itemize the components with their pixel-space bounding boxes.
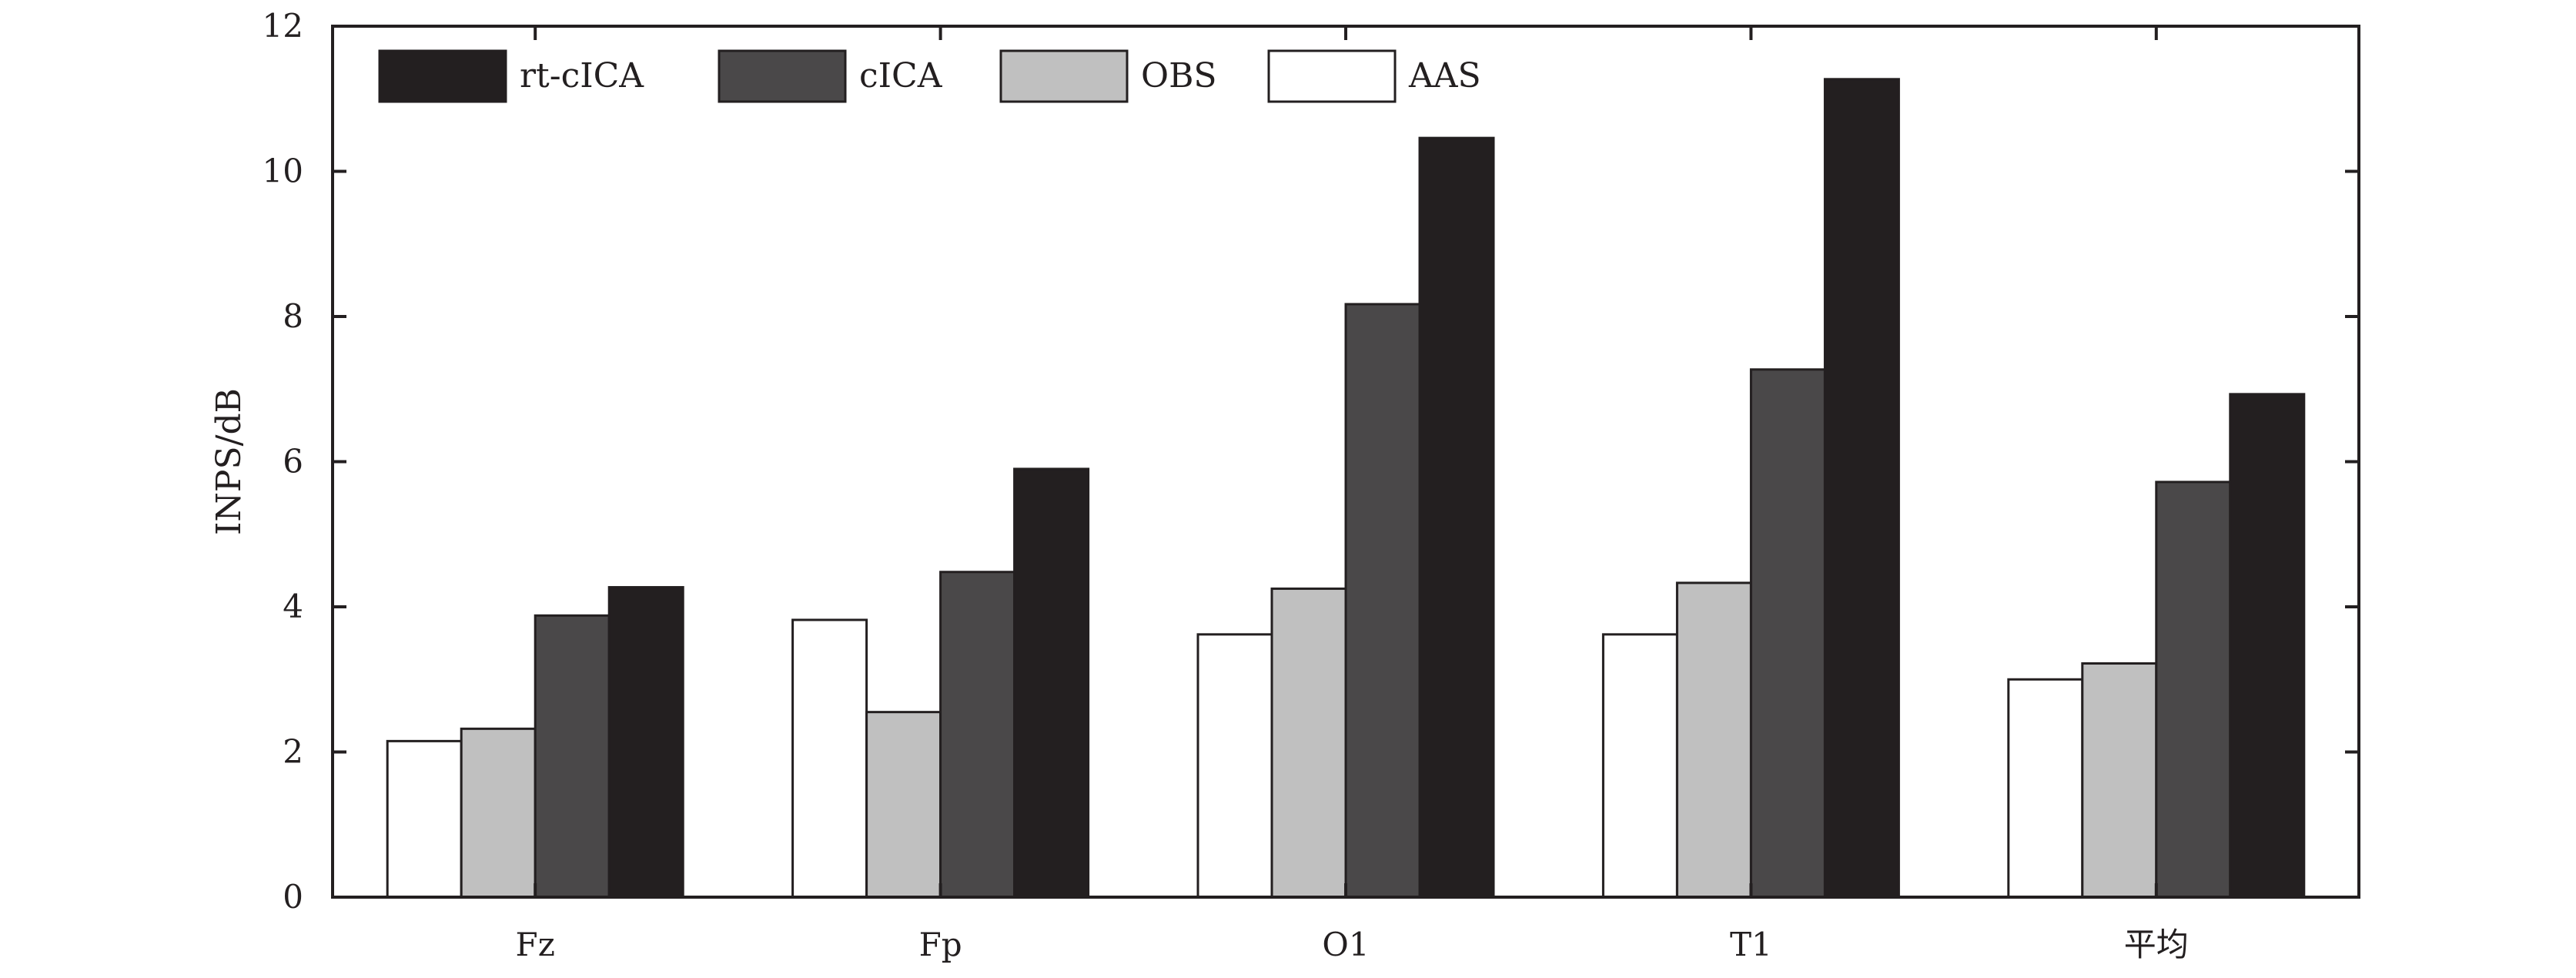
y-axis-title: INPS/dB — [209, 388, 249, 535]
bars-layer — [386, 78, 2306, 899]
y-tick-label: 8 — [283, 297, 303, 335]
bar-cica-3 — [1749, 368, 1826, 899]
bar-obs-4 — [2081, 662, 2158, 899]
bar-obs-3 — [1675, 581, 1752, 899]
x-tick-label: T1 — [1730, 926, 1772, 963]
bar-cica-2 — [1344, 303, 1421, 899]
x-tick-label: Fp — [919, 926, 962, 963]
y-tick-label: 2 — [283, 733, 303, 771]
y-tick-label: 12 — [263, 7, 303, 45]
legend-swatch-obs — [999, 49, 1129, 103]
y-axis-ticks: 0 2 4 6 8 10 12 — [263, 7, 2359, 916]
y-tick-label: 0 — [283, 878, 303, 916]
legend-swatch-aas — [1267, 49, 1397, 103]
bar-aas-0 — [386, 739, 463, 899]
x-tick-label: Fz — [516, 926, 555, 963]
bar-aas-2 — [1196, 633, 1273, 899]
bar-aas-4 — [2007, 678, 2084, 899]
y-tick-label: 6 — [283, 443, 303, 481]
bar-rt-cica-2 — [1418, 136, 1495, 899]
bar-obs-2 — [1270, 587, 1347, 899]
x-axis-ticks: Fz Fp O1 T1 平均 — [516, 26, 2189, 963]
bar-cica-1 — [939, 571, 1016, 899]
legend-label-aas: AAS — [1408, 56, 1481, 95]
x-tick-label: 平均 — [2124, 926, 2189, 963]
bar-obs-0 — [460, 727, 537, 899]
bar-rt-cica-0 — [607, 586, 684, 899]
legend-label-rt-cica: rt-cICA — [520, 56, 644, 95]
legend-label-cica: cICA — [859, 56, 943, 95]
legend-swatch-cica — [718, 49, 847, 103]
legend: rt-cICA cICA OBS AAS — [378, 49, 1481, 103]
bar-aas-1 — [791, 618, 868, 899]
y-tick-label: 4 — [283, 588, 303, 625]
bar-cica-0 — [534, 614, 611, 899]
legend-label-obs: OBS — [1141, 56, 1217, 95]
bar-aas-3 — [1601, 633, 1678, 899]
bar-rt-cica-4 — [2229, 393, 2306, 899]
legend-swatch-rt-cica — [378, 49, 507, 103]
bar-rt-cica-3 — [1823, 78, 1900, 899]
y-tick-label: 10 — [263, 152, 303, 190]
bar-rt-cica-1 — [1013, 467, 1090, 899]
x-tick-label: O1 — [1322, 926, 1369, 963]
bar-obs-1 — [865, 711, 942, 899]
bar-cica-4 — [2155, 481, 2232, 899]
